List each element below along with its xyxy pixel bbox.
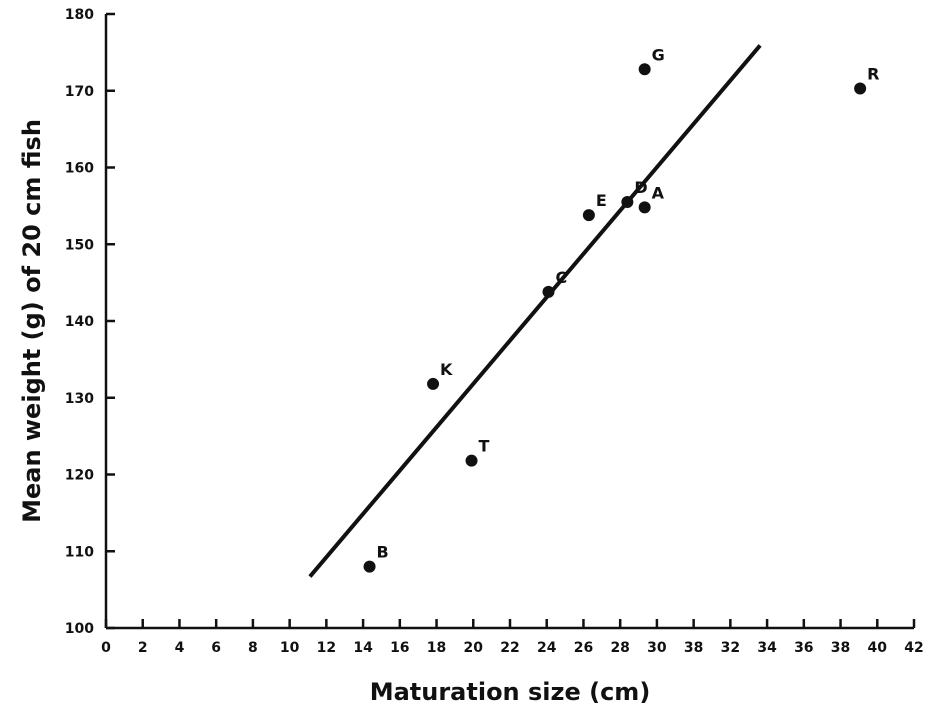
x-tick-label: 10	[280, 640, 300, 656]
data-point-r	[854, 82, 867, 95]
x-axis-title: Maturation size (cm)	[370, 678, 651, 706]
fit-line	[308, 44, 762, 578]
x-tick-label: 26	[574, 640, 593, 656]
y-tick-label: 160	[65, 161, 94, 177]
x-tick-label: 28	[610, 640, 629, 656]
x-ticks: 0 2 4 6 8 10 12 14 16 18 20 22 24 26 28 30 38 32 34 36 38 40 4…	[101, 619, 924, 656]
point-label-g: G	[652, 45, 665, 64]
data-point-d	[621, 196, 634, 209]
x-tick-label: 34	[757, 640, 777, 656]
data-point-e	[582, 209, 595, 222]
y-tick-label: 180	[65, 7, 94, 23]
x-tick-label: 40	[868, 640, 888, 656]
x-tick-label: 38	[831, 640, 850, 656]
x-tick-label: 20	[464, 640, 484, 656]
point-label-c: C	[555, 268, 567, 287]
data-point-k	[427, 377, 440, 390]
point-label-a: A	[652, 183, 665, 202]
point-label-k: K	[440, 360, 453, 379]
y-tick-label: 170	[65, 84, 94, 100]
x-tick-label: 32	[721, 640, 740, 656]
x-tick-label: 36	[794, 640, 813, 656]
x-tick-label: 16	[390, 640, 409, 656]
y-tick-label: 100	[65, 621, 94, 637]
x-tick-label: 30	[647, 640, 667, 656]
point-label-d: D	[634, 178, 647, 197]
x-tick-label: 8	[248, 640, 258, 656]
data-point-t	[465, 454, 478, 467]
x-tick-label: 12	[317, 640, 336, 656]
data-point-c	[542, 285, 555, 298]
x-tick-label: 0	[101, 640, 111, 656]
y-tick-label: 120	[65, 468, 94, 484]
y-tick-label: 150	[65, 237, 94, 253]
point-label-e: E	[596, 191, 607, 210]
data-point-a	[638, 201, 651, 214]
data-points: B K T C E D A G R	[363, 45, 879, 573]
axes	[104, 14, 914, 630]
y-axis-title: Mean weight (g) of 20 cm fish	[18, 119, 46, 523]
x-tick-label: 14	[353, 640, 373, 656]
x-tick-label: 42	[904, 640, 923, 656]
y-ticks: 100 110 120 130 140 150 160 170 180	[65, 7, 115, 637]
x-tick-label: 38	[684, 640, 703, 656]
x-tick-label: 24	[537, 640, 557, 656]
x-tick-label: 6	[211, 640, 221, 656]
y-tick-label: 110	[65, 544, 94, 560]
y-tick-label: 140	[65, 314, 94, 330]
x-tick-label: 22	[500, 640, 519, 656]
point-label-b: B	[377, 543, 389, 562]
x-tick-label: 4	[175, 640, 185, 656]
x-tick-label: 2	[138, 640, 148, 656]
point-label-r: R	[867, 64, 879, 83]
x-tick-label: 18	[427, 640, 446, 656]
data-point-b	[363, 560, 376, 573]
y-tick-label: 130	[65, 391, 94, 407]
point-label-t: T	[479, 437, 490, 456]
data-point-g	[638, 63, 651, 76]
